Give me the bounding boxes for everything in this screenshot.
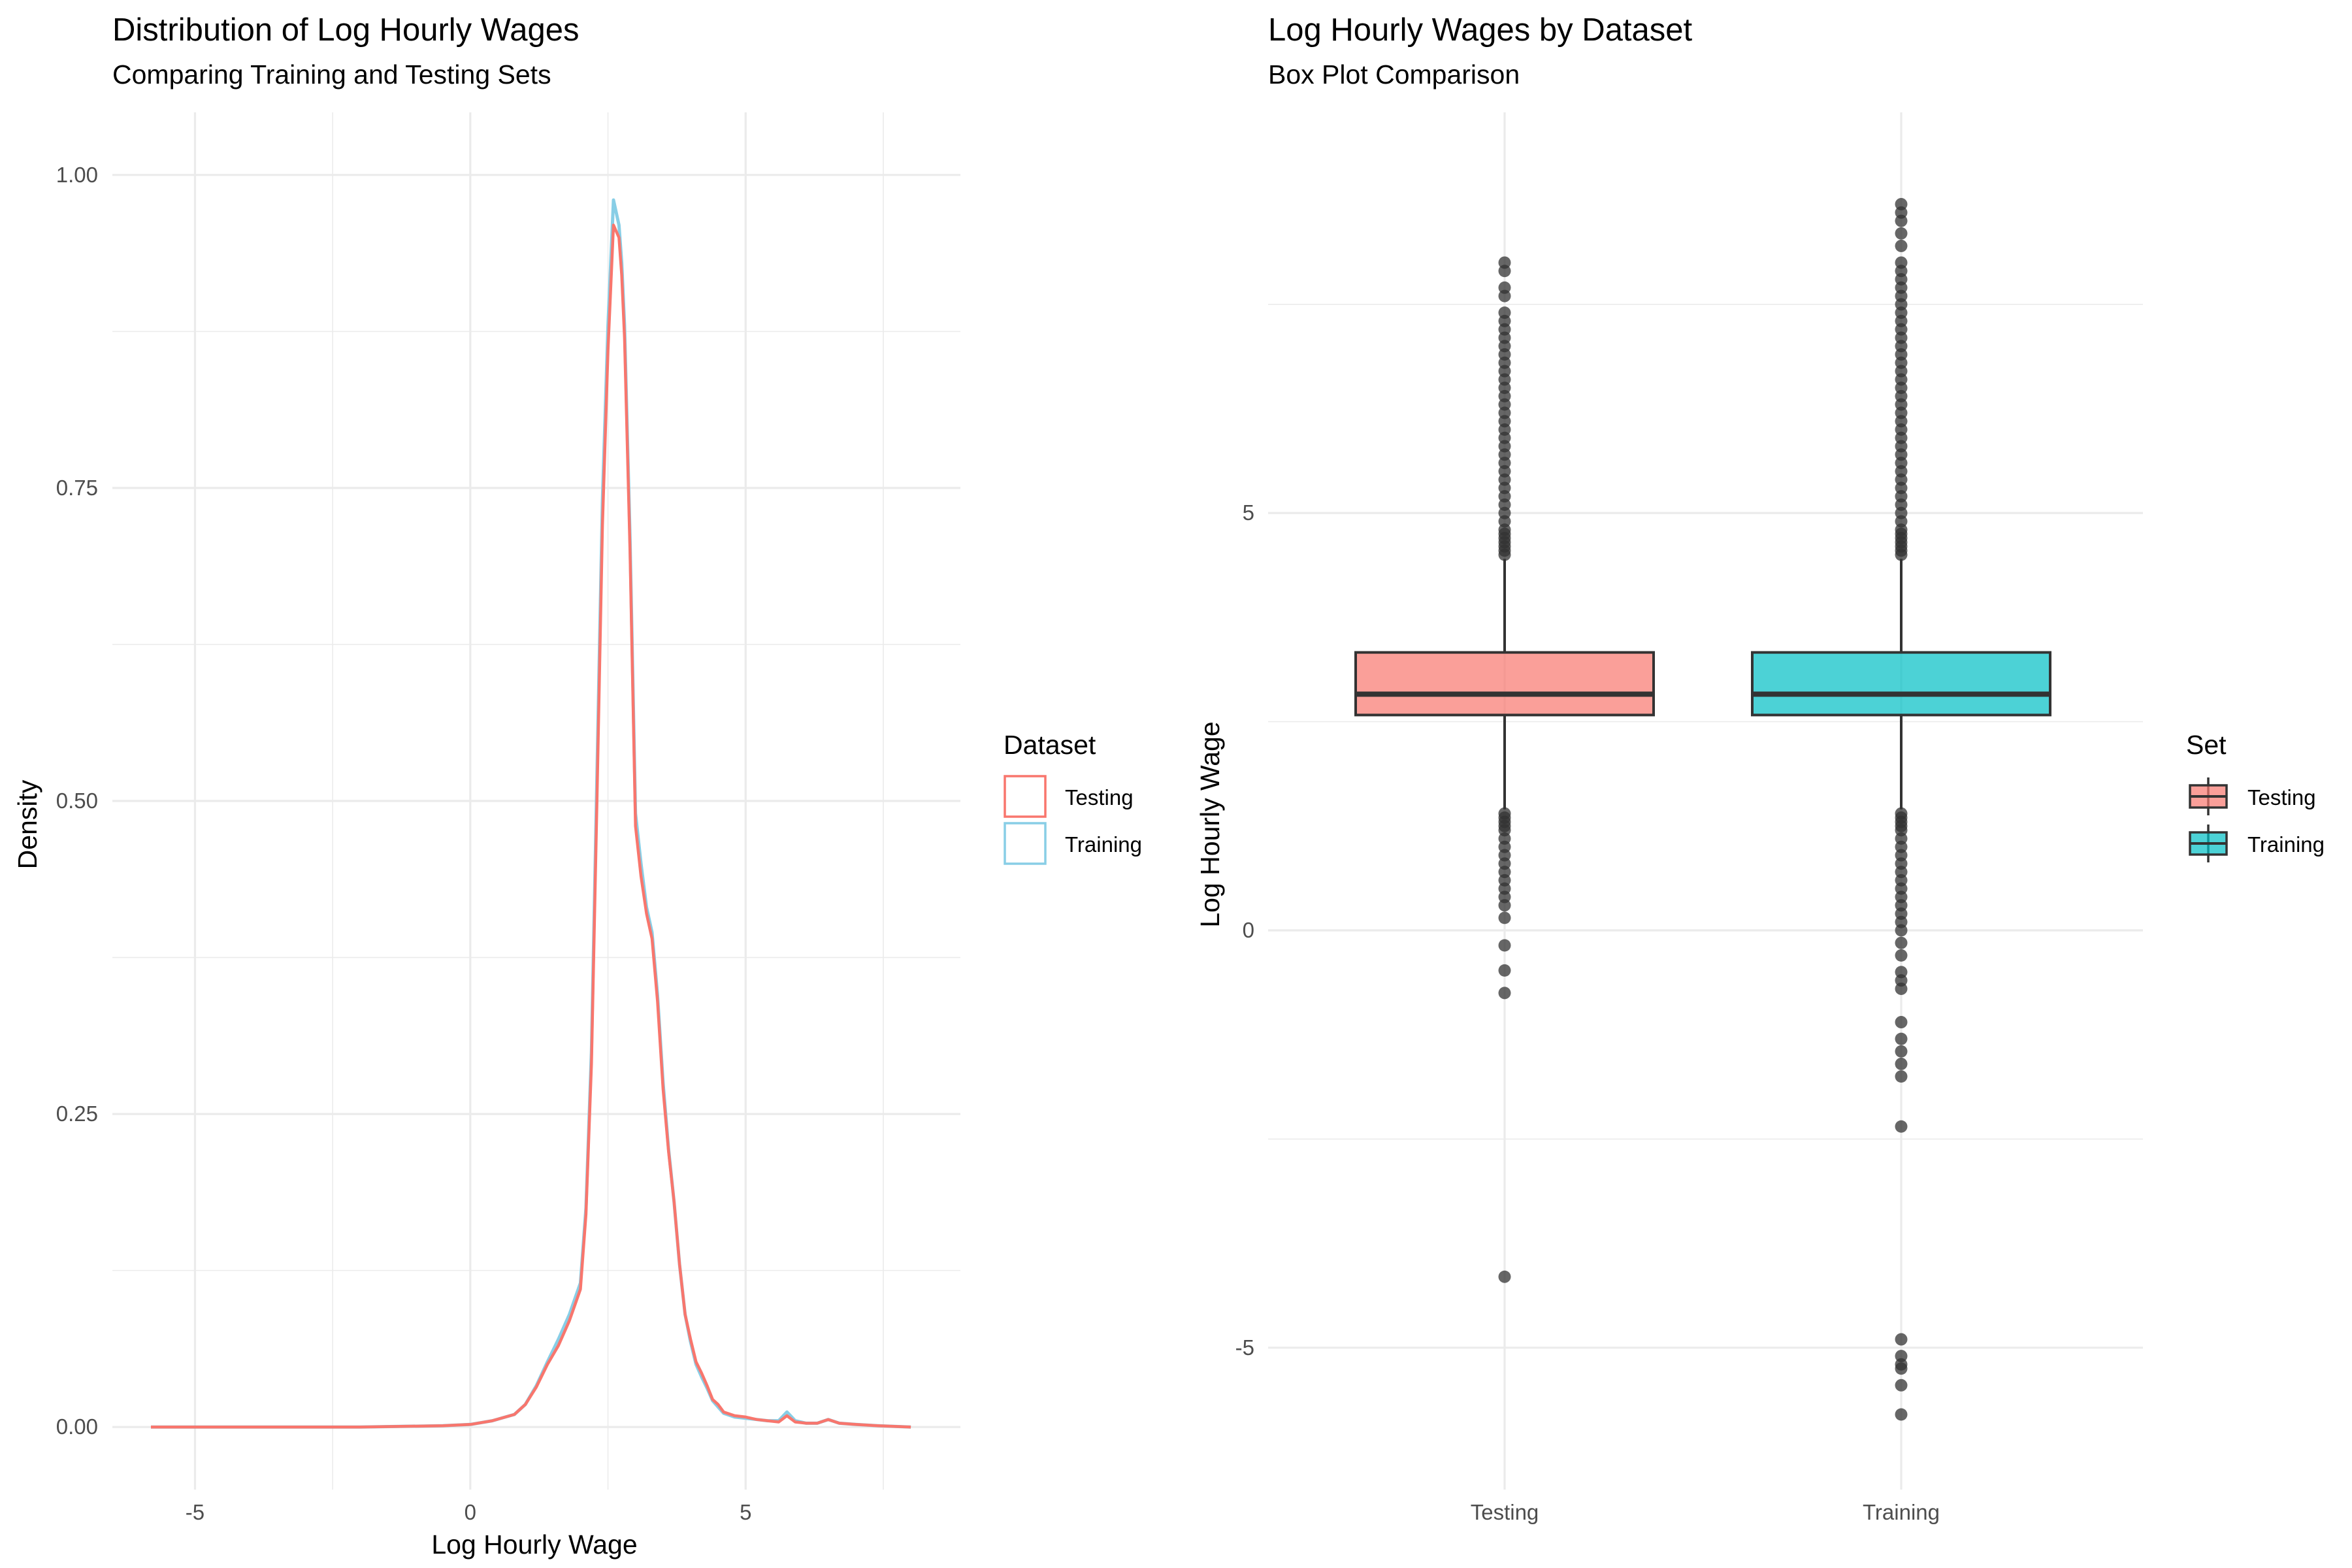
box-legend-keys xyxy=(2189,777,2228,862)
density-x-axis-title: Log Hourly Wage xyxy=(431,1529,637,1560)
boxplot-testing xyxy=(1354,256,1655,1283)
outlier-point xyxy=(1895,1408,1908,1421)
density-y-tick-label: 0.50 xyxy=(56,789,98,813)
density-x-tick-label: 5 xyxy=(740,1500,751,1524)
box-y-tick-label: 0 xyxy=(1243,918,1254,942)
outlier-point xyxy=(1895,198,1908,211)
box-y-tick-label: 5 xyxy=(1243,500,1254,525)
outlier-point xyxy=(1498,911,1511,924)
box-iqr xyxy=(1354,651,1655,717)
density-y-tick-label: 0.00 xyxy=(56,1414,98,1439)
legend-key-testing xyxy=(1004,775,1047,818)
density-x-tick-label: 0 xyxy=(465,1500,476,1524)
outlier-point xyxy=(1895,1362,1908,1375)
density-y-tick-labels: 0.00 0.25 0.50 0.75 1.00 xyxy=(56,163,98,1439)
box-y-tick-label: -5 xyxy=(1235,1335,1254,1360)
outlier-point xyxy=(1498,939,1511,952)
box-y-tick-labels: -5 0 5 xyxy=(1235,500,1254,1360)
box-x-tick-labels: Testing Training xyxy=(1471,1500,1940,1524)
outlier-point xyxy=(1498,964,1511,977)
density-gridlines xyxy=(112,112,960,1490)
boxplot-training xyxy=(1751,198,2051,1421)
density-y-tick-label: 0.75 xyxy=(56,476,98,500)
density-y-tick-label: 1.00 xyxy=(56,163,98,187)
outlier-point xyxy=(1895,1057,1908,1070)
outlier-point xyxy=(1498,899,1511,912)
legend-key-training-set xyxy=(2189,825,2228,862)
box-y-axis-title: Log Hourly Wage xyxy=(1195,721,1225,927)
box-legend: Set Testing Training xyxy=(2186,730,2325,862)
outlier-point xyxy=(1498,987,1511,1000)
outlier-point xyxy=(1895,1016,1908,1029)
density-y-axis-title: Density xyxy=(12,779,42,869)
outlier-point xyxy=(1895,1333,1908,1346)
outlier-point xyxy=(1498,306,1511,319)
box-chart-subtitle: Box Plot Comparison xyxy=(1268,59,1520,90)
outlier-point xyxy=(1895,924,1908,937)
box-panel: Log Hourly Wages by Dataset Box Plot Com… xyxy=(1195,12,2325,1524)
density-x-tick-label: -5 xyxy=(186,1500,204,1524)
density-y-tick-label: 0.25 xyxy=(56,1102,98,1126)
outlier-point xyxy=(1895,949,1908,962)
outlier-point xyxy=(1895,227,1908,240)
outlier-point xyxy=(1498,256,1511,269)
outlier-point xyxy=(1895,1070,1908,1083)
legend-label-training: Training xyxy=(1065,832,1142,857)
box-legend-title: Set xyxy=(2186,730,2227,760)
density-panel: Distribution of Log Hourly Wages Compari… xyxy=(12,12,1142,1560)
outlier-point xyxy=(1895,982,1908,995)
outlier-point xyxy=(1895,1045,1908,1058)
legend-key-testing-set xyxy=(2189,777,2228,815)
box-x-tick-label: Testing xyxy=(1471,1500,1539,1524)
legend-label-training-set: Training xyxy=(2247,832,2325,857)
legend-label-testing: Testing xyxy=(1065,785,1134,809)
outlier-point xyxy=(1895,1120,1908,1133)
outlier-point xyxy=(1895,1032,1908,1045)
outlier-point xyxy=(1498,281,1511,294)
box-series xyxy=(1354,198,2051,1421)
box-iqr xyxy=(1751,651,2051,717)
outlier-point xyxy=(1895,936,1908,949)
outlier-point xyxy=(1895,239,1908,252)
density-legend: Dataset Testing Training xyxy=(1004,730,1142,865)
outlier-point xyxy=(1895,256,1908,269)
box-x-tick-label: Training xyxy=(1863,1500,1940,1524)
outlier-point xyxy=(1895,1379,1908,1392)
density-chart-subtitle: Comparing Training and Testing Sets xyxy=(112,59,551,90)
density-series-lines xyxy=(151,198,911,1429)
box-chart-title: Log Hourly Wages by Dataset xyxy=(1268,12,1692,48)
density-x-tick-labels: -5 0 5 xyxy=(186,1500,752,1524)
density-chart-title: Distribution of Log Hourly Wages xyxy=(112,12,579,48)
legend-label-testing-set: Testing xyxy=(2247,785,2316,809)
legend-key-training xyxy=(1004,822,1047,865)
outlier-point xyxy=(1498,1270,1511,1283)
density-line-testing xyxy=(151,223,911,1429)
density-legend-title: Dataset xyxy=(1004,730,1096,760)
